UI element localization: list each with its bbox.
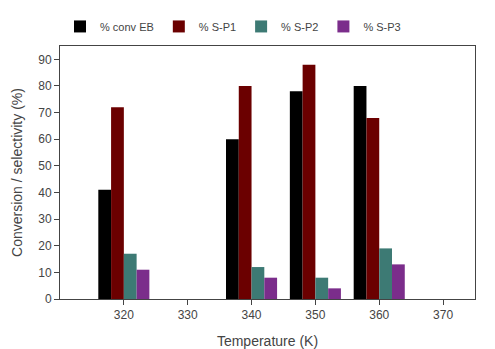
svg-text:350: 350 (305, 308, 325, 322)
svg-text:% S-P3: % S-P3 (363, 21, 400, 33)
svg-text:0: 0 (45, 292, 52, 306)
svg-text:40: 40 (38, 186, 52, 200)
svg-text:10: 10 (38, 266, 52, 280)
svg-text:Conversion / selectivity (%): Conversion / selectivity (%) (9, 88, 25, 257)
svg-text:370: 370 (433, 308, 453, 322)
svg-text:% conv EB: % conv EB (100, 21, 154, 33)
svg-text:% S-P1: % S-P1 (199, 21, 236, 33)
svg-text:30: 30 (38, 212, 52, 226)
svg-text:340: 340 (242, 308, 262, 322)
svg-text:320: 320 (114, 308, 134, 322)
svg-text:80: 80 (38, 79, 52, 93)
svg-text:60: 60 (38, 132, 52, 146)
svg-text:70: 70 (38, 106, 52, 120)
svg-text:50: 50 (38, 159, 52, 173)
svg-text:20: 20 (38, 239, 52, 253)
svg-text:90: 90 (38, 53, 52, 67)
svg-text:330: 330 (178, 308, 198, 322)
svg-text:Temperature (K): Temperature (K) (217, 333, 318, 349)
svg-text:360: 360 (369, 308, 389, 322)
svg-text:% S-P2: % S-P2 (281, 21, 318, 33)
